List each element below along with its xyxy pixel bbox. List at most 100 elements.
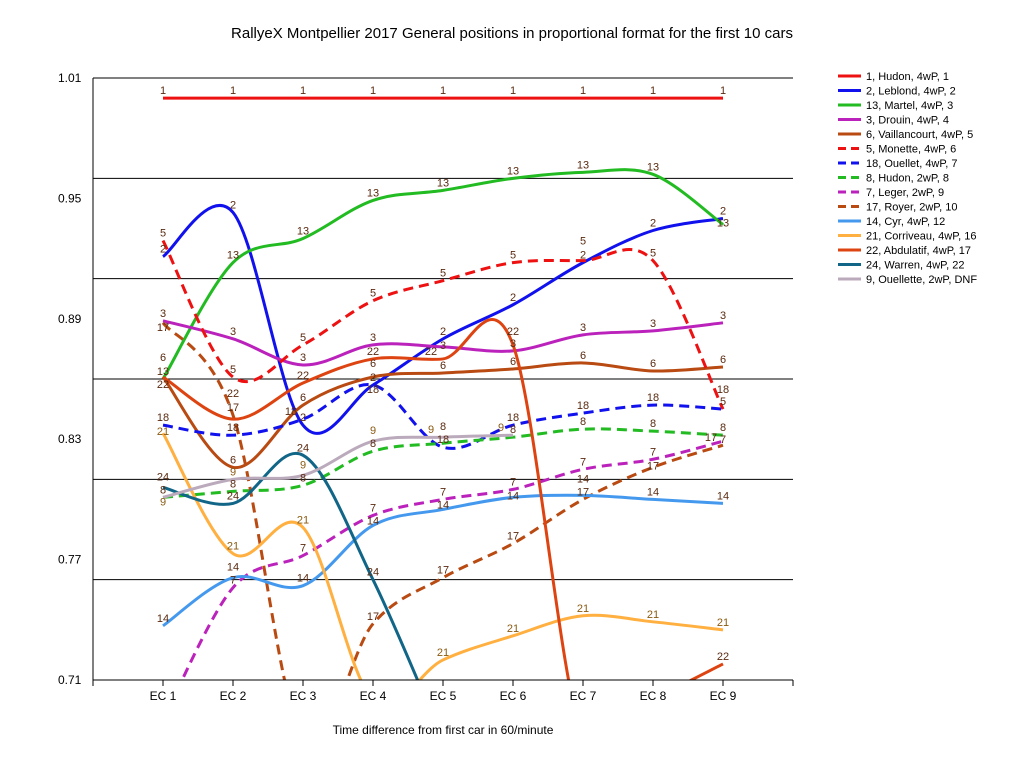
data-label: 8 — [370, 438, 376, 450]
data-label: 7 — [230, 575, 236, 587]
data-label: 17 — [507, 531, 519, 543]
legend-entry: 5, Monette, 4wP, 6 — [866, 144, 956, 156]
data-label: 9 — [230, 466, 236, 478]
y-tick-label: 0.89 — [58, 312, 82, 326]
data-label: 14 — [437, 499, 449, 511]
data-label: 6 — [510, 356, 516, 368]
legend-entry: 14, Cyr, 4wP, 12 — [866, 216, 945, 228]
y-tick-label: 0.83 — [58, 432, 82, 446]
data-label: 21 — [297, 514, 309, 526]
data-label: 7 — [580, 456, 586, 468]
legend-entry: 24, Warren, 4wP, 22 — [866, 260, 964, 272]
data-label: 21 — [437, 647, 449, 659]
data-label: 13 — [367, 187, 379, 199]
data-label: 22 — [507, 326, 519, 338]
legend-entry: 2, Leblond, 4wP, 2 — [866, 86, 956, 98]
data-label: 1 — [300, 85, 306, 97]
legend-entry: 8, Hudon, 2wP, 8 — [866, 173, 949, 185]
data-label: 3 — [720, 310, 726, 322]
data-label: 5 — [160, 228, 166, 240]
data-label: 5 — [650, 248, 656, 260]
series-line — [162, 319, 724, 367]
data-label: 21 — [647, 609, 659, 621]
data-label: 1 — [160, 85, 166, 97]
data-label: 6 — [440, 360, 446, 372]
data-label: 6 — [300, 392, 306, 404]
data-label: 3 — [300, 352, 306, 364]
data-label: 22 — [157, 379, 169, 391]
y-tick-label: 1.01 — [58, 71, 82, 85]
data-label: 14 — [227, 562, 239, 574]
data-label: 8 — [300, 472, 306, 484]
data-label: 1 — [720, 85, 726, 97]
legend-entry: 3, Drouin, 4wP, 4 — [866, 115, 949, 127]
data-label: 21 — [227, 541, 239, 553]
data-label: 18 — [367, 384, 379, 396]
data-label: 2 — [510, 292, 516, 304]
data-label: 6 — [370, 358, 376, 370]
data-label: 17 — [157, 322, 169, 334]
data-label: 1 — [230, 85, 236, 97]
data-label: 5 — [300, 332, 306, 344]
data-label: 14 — [297, 573, 309, 585]
data-label: 18 — [507, 412, 519, 424]
series-line — [161, 361, 724, 469]
legend-entry: 17, Royer, 2wP, 10 — [866, 202, 958, 214]
data-label: 24 — [367, 567, 379, 579]
data-label: 8 — [650, 418, 656, 430]
series-line — [162, 203, 724, 435]
data-label: 7 — [440, 486, 446, 498]
data-label: 24 — [227, 490, 239, 502]
data-label: 18 — [647, 392, 659, 404]
data-label: 9 — [370, 425, 376, 437]
data-label: 9 — [498, 422, 504, 434]
legend-entry: 6, Vaillancourt, 4wP, 5 — [866, 129, 973, 141]
data-label: 6 — [650, 358, 656, 370]
data-label: 24 — [157, 471, 169, 483]
series-line — [161, 168, 724, 380]
data-label: 1 — [510, 85, 516, 97]
data-label: 3 — [370, 332, 376, 344]
data-label: 8 — [160, 484, 166, 496]
data-label: 6 — [160, 352, 166, 364]
data-label: 7 — [720, 434, 726, 446]
data-label: 2 — [650, 218, 656, 230]
data-label: 22 — [425, 346, 437, 358]
series-line — [162, 493, 724, 628]
data-label: 6 — [720, 354, 726, 366]
data-label: 2 — [720, 205, 726, 217]
data-label: 22 — [717, 651, 729, 663]
x-tick-label: EC 4 — [360, 689, 387, 703]
data-label: 1 — [580, 85, 586, 97]
data-label: 13 — [577, 159, 589, 171]
data-label: 1 — [440, 85, 446, 97]
data-label: 18 — [285, 406, 297, 418]
series-line — [161, 239, 725, 410]
data-label: 1 — [370, 85, 376, 97]
data-label: 14 — [717, 490, 729, 502]
data-label: 3 — [160, 308, 166, 320]
data-label: 14 — [577, 473, 589, 485]
legend-entry: 9, Ouellette, 2wP, DNF — [866, 274, 977, 286]
data-label: 18 — [157, 412, 169, 424]
data-label: 21 — [157, 426, 169, 438]
x-tick-label: EC 9 — [710, 689, 737, 703]
series-line — [162, 317, 724, 680]
data-label: 5 — [510, 250, 516, 262]
chart-title: RallyeX Montpellier 2017 General positio… — [231, 25, 793, 42]
series-line — [161, 321, 724, 680]
data-label: 24 — [297, 442, 309, 454]
data-label: 2 — [370, 372, 376, 384]
data-label: 13 — [227, 250, 239, 262]
data-label: 8 — [440, 421, 446, 433]
data-label: 18 — [717, 384, 729, 396]
legend-entry: 13, Martel, 4wP, 3 — [866, 100, 953, 112]
data-label: 1 — [650, 85, 656, 97]
data-label: 6 — [230, 454, 236, 466]
legend-entry: 7, Leger, 2wP, 9 — [866, 187, 944, 199]
data-label: 17 — [705, 432, 717, 444]
legend-entry: 21, Corriveau, 4wP, 16 — [866, 231, 976, 243]
x-tick-label: EC 2 — [220, 689, 247, 703]
x-tick-label: EC 1 — [150, 689, 177, 703]
data-label: 17 — [227, 402, 239, 414]
